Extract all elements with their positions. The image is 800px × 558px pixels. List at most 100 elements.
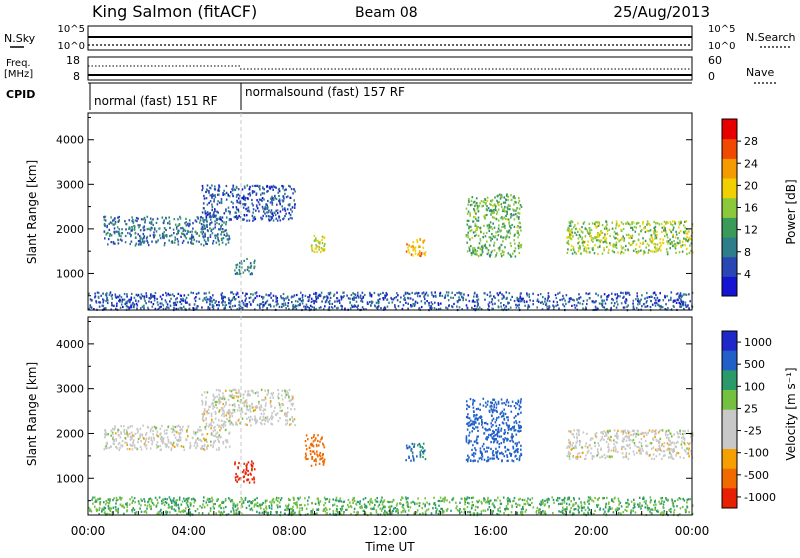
data-cell	[498, 401, 500, 403]
data-cell	[163, 237, 165, 239]
data-cell	[487, 247, 489, 249]
data-cell	[485, 406, 487, 408]
data-cell	[259, 199, 261, 201]
data-cell	[349, 302, 351, 304]
data-cell	[226, 412, 228, 414]
data-cell	[582, 242, 584, 244]
power-colorbar-cell	[722, 257, 737, 277]
data-cell	[679, 251, 681, 253]
data-cell	[467, 224, 469, 226]
data-cell	[598, 445, 600, 447]
data-cell	[654, 436, 656, 438]
data-cell	[191, 239, 193, 241]
data-cell	[140, 440, 142, 442]
data-cell	[153, 303, 155, 305]
data-cell	[459, 508, 461, 510]
data-cell	[151, 227, 153, 229]
data-cell	[547, 297, 549, 299]
freq-tick-bottom: 8	[73, 70, 80, 83]
data-cell	[243, 394, 245, 396]
data-cell	[498, 234, 500, 236]
data-cell	[688, 231, 690, 233]
data-cell	[312, 306, 314, 308]
data-cell	[263, 210, 265, 212]
data-cell	[686, 253, 688, 255]
data-cell	[289, 204, 291, 206]
data-cell	[485, 246, 487, 248]
data-cell	[567, 229, 569, 231]
data-cell	[471, 449, 473, 451]
data-cell	[91, 499, 93, 501]
data-cell	[629, 453, 631, 455]
data-cell	[206, 301, 208, 303]
data-cell	[666, 234, 668, 236]
data-cell	[471, 229, 473, 231]
data-cell	[245, 423, 247, 425]
data-cell	[607, 446, 609, 448]
data-cell	[483, 233, 485, 235]
data-cell	[423, 242, 425, 244]
data-cell	[257, 392, 259, 394]
data-cell	[293, 296, 295, 298]
data-cell	[609, 235, 611, 237]
data-cell	[657, 222, 659, 224]
data-cell	[253, 410, 255, 412]
data-cell	[667, 251, 669, 253]
data-cell	[264, 192, 266, 194]
data-cell	[668, 299, 670, 301]
data-cell	[387, 306, 389, 308]
data-cell	[179, 426, 181, 428]
data-cell	[466, 400, 468, 402]
data-cell	[319, 242, 321, 244]
data-cell	[133, 439, 135, 441]
data-cell	[668, 430, 670, 432]
data-cell	[569, 446, 571, 448]
data-cell	[595, 293, 597, 295]
data-cell	[322, 249, 324, 251]
data-cell	[498, 416, 500, 418]
data-cell	[285, 189, 287, 191]
data-cell	[137, 431, 139, 433]
data-cell	[512, 401, 514, 403]
power-colorbar-cell	[722, 158, 737, 178]
data-cell	[311, 465, 313, 467]
data-cell	[685, 302, 687, 304]
data-cell	[257, 185, 259, 187]
data-cell	[505, 413, 507, 415]
data-cell	[283, 293, 285, 295]
data-cell	[485, 235, 487, 237]
data-cell	[417, 302, 419, 304]
data-cell	[135, 236, 137, 238]
data-cell	[382, 292, 384, 294]
data-cell	[629, 439, 631, 441]
data-cell	[466, 404, 468, 406]
data-cell	[514, 300, 516, 302]
data-cell	[127, 300, 129, 302]
data-cell	[225, 421, 227, 423]
data-cell	[654, 237, 656, 239]
data-cell	[487, 225, 489, 227]
data-cell	[628, 435, 630, 437]
data-cell	[114, 227, 116, 229]
data-cell	[632, 235, 634, 237]
data-cell	[509, 292, 511, 294]
data-cell	[223, 403, 225, 405]
data-cell	[163, 231, 165, 233]
data-cell	[397, 299, 399, 301]
data-cell	[145, 219, 147, 221]
data-cell	[428, 302, 430, 304]
data-cell	[222, 304, 224, 306]
data-cell	[318, 248, 320, 250]
data-cell	[262, 208, 264, 210]
data-cell	[91, 510, 93, 512]
data-cell	[678, 226, 680, 228]
data-cell	[199, 429, 201, 431]
data-cell	[263, 188, 265, 190]
data-cell	[496, 425, 498, 427]
data-cell	[127, 506, 129, 508]
data-cell	[206, 423, 208, 425]
data-cell	[454, 294, 456, 296]
data-cell	[249, 220, 251, 222]
data-cell	[655, 294, 657, 296]
